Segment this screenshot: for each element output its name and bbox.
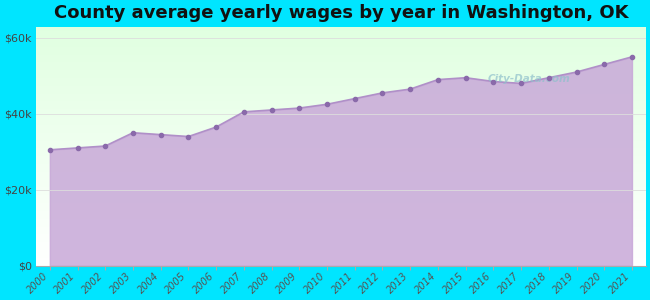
Title: County average yearly wages by year in Washington, OK: County average yearly wages by year in W… xyxy=(54,4,628,22)
Text: City-Data.com: City-Data.com xyxy=(488,74,570,84)
